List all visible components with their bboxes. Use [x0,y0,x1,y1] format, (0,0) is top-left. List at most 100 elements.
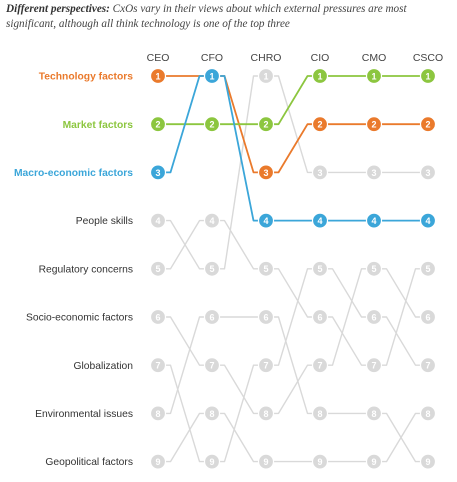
rank-circle [149,67,167,85]
rank-circle [311,405,329,422]
rank-circle [203,453,221,470]
rank-number: 5 [425,264,430,274]
rank-marker-technology-factors-cio: 2 [311,116,329,133]
rank-circle [311,308,329,326]
rank-marker-environmental-issues-ceo: 8 [149,405,167,422]
series-line-socio-economic-factors [158,268,428,415]
rank-marker-macro-economic-factors-ceo: 3 [149,164,167,181]
rank-circle [311,67,329,85]
rank-circle [311,357,329,374]
highlight-lines [158,75,428,222]
rank-number: 5 [209,264,214,274]
column-header-chro: CHRO [251,52,282,64]
series-line-market-factors [158,75,428,126]
rank-circle [419,164,437,181]
rank-number: 8 [209,409,214,419]
rank-circle [311,116,329,133]
rank-marker-environmental-issues-csco: 9 [419,453,437,470]
rank-number: 1 [263,71,268,81]
rank-circle [149,116,167,133]
rank-circle [311,260,329,277]
rank-circle [257,67,275,85]
rank-number: 9 [317,457,322,467]
rank-circle [257,116,275,133]
rank-number: 1 [209,71,214,81]
rank-marker-regulatory-concerns-cfo: 4 [203,212,221,229]
rank-number: 5 [371,264,376,274]
rank-marker-market-factors-cfo: 2 [203,116,221,133]
rank-marker-regulatory-concerns-csco: 5 [419,260,437,277]
rank-marker-geopolitical-factors-csco: 8 [419,405,437,422]
rank-marker-globalization-ceo: 7 [149,357,167,374]
rank-marker-socio-economic-factors-cmo: 5 [365,260,383,277]
rank-number: 7 [425,361,430,371]
column-header-cmo: CMO [362,52,387,64]
rank-marker-technology-factors-ceo: 1 [149,67,167,85]
rank-number: 4 [155,216,160,226]
rank-markers: 4 5 1 3 3 3 5 4 5 6 7 5 6 7 8 7 5 6 7 9 7 5 6 7 8 6 6 8 8 9 9 8 9 9 9 8 1 1 3 2… [149,67,437,470]
rank-circle [149,212,167,229]
rank-number: 3 [371,168,376,178]
rank-number: 1 [371,71,376,81]
rank-circle [365,308,383,326]
rank-number: 1 [317,71,322,81]
rank-circle [311,453,329,470]
rank-number: 7 [371,361,376,371]
rank-marker-market-factors-ceo: 2 [149,116,167,133]
rank-marker-globalization-cmo: 6 [365,308,383,326]
row-label-environmental-issues: Environmental issues [35,409,133,420]
rank-circle [419,357,437,374]
rank-marker-environmental-issues-cfo: 6 [203,308,221,326]
rank-circle [365,260,383,277]
rank-marker-globalization-cio: 5 [311,260,329,277]
rank-circle [203,212,221,229]
row-label-regulatory-concerns: Regulatory concerns [39,264,133,275]
rank-circle [149,308,167,326]
rank-number: 2 [155,120,160,130]
rank-circle [419,67,437,85]
rank-number: 2 [371,120,376,130]
row-label-macro-economic-factors: Macro-economic factors [14,168,133,179]
rank-number: 1 [155,71,160,81]
rank-number: 8 [317,409,322,419]
rank-circle [257,405,275,422]
rank-marker-regulatory-concerns-cio: 6 [311,308,329,326]
rank-number: 7 [317,361,322,371]
rank-circle [365,67,383,85]
rank-circle [419,212,437,229]
rank-circle [419,308,437,326]
rank-circle [419,260,437,277]
rank-number: 2 [425,120,430,130]
rank-circle [257,357,275,374]
rank-number: 8 [371,409,376,419]
series-line-geopolitical-factors [158,412,428,463]
rank-circle [203,67,221,85]
caption-lead: Different perspectives: [6,3,110,15]
rank-number: 6 [425,312,430,322]
rank-circle [257,212,275,229]
rank-marker-people-skills-csco: 3 [419,164,437,181]
rank-number: 9 [263,457,268,467]
rank-marker-geopolitical-factors-cio: 9 [311,453,329,470]
rank-number: 7 [263,361,268,371]
series-line-regulatory-concerns [158,219,428,366]
rank-marker-socio-economic-factors-cfo: 7 [203,357,221,374]
rank-number: 3 [263,168,268,178]
rank-circle [311,164,329,181]
rank-marker-macro-economic-factors-chro: 4 [257,212,275,229]
rank-number: 4 [425,216,430,226]
rank-circle [365,405,383,422]
rank-circle [365,212,383,229]
rank-marker-technology-factors-cmo: 2 [365,116,383,133]
rank-number: 8 [425,409,430,419]
rank-circle [365,116,383,133]
rank-marker-macro-economic-factors-cfo: 1 [203,67,221,85]
rank-number: 9 [209,457,214,467]
rank-marker-people-skills-cio: 3 [311,164,329,181]
rank-number: 5 [155,264,160,274]
rank-marker-regulatory-concerns-ceo: 5 [149,260,167,277]
rank-marker-environmental-issues-cio: 8 [311,405,329,422]
rank-number: 4 [371,216,376,226]
rank-number: 8 [155,409,160,419]
rank-marker-environmental-issues-chro: 6 [257,308,275,326]
